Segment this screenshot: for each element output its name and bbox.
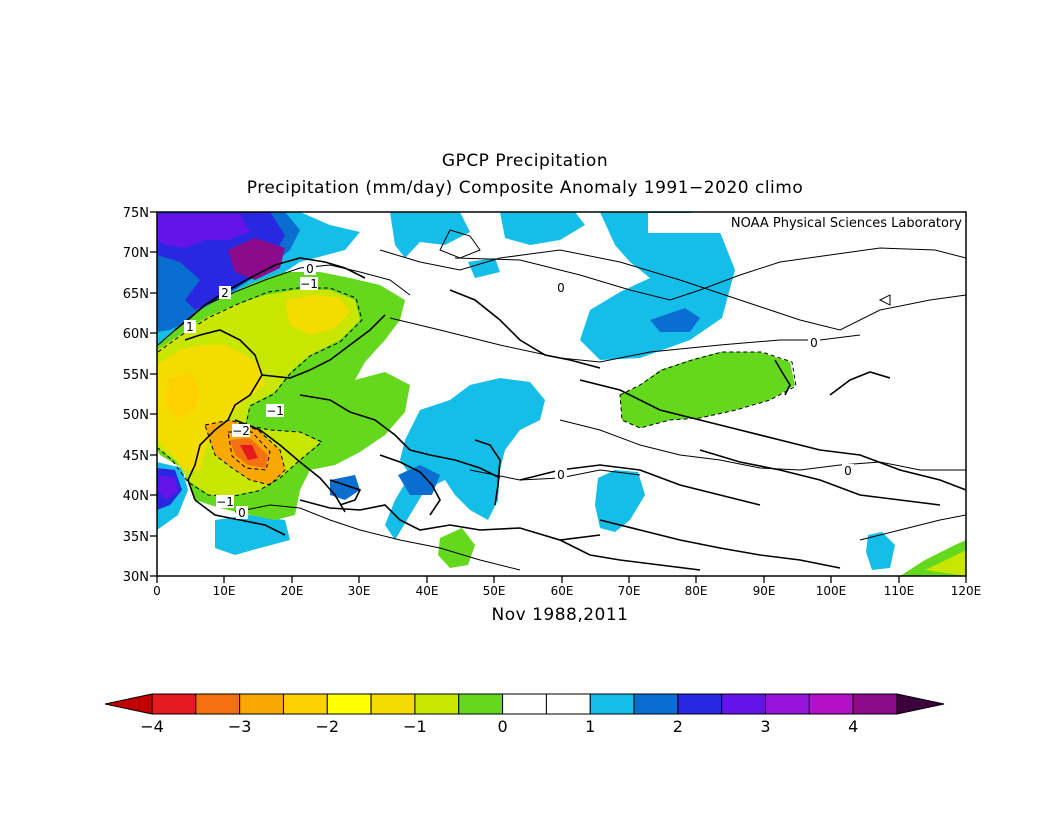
colorbar-swatch xyxy=(414,693,460,715)
period-label: Nov 1988,2011 xyxy=(491,605,629,625)
lat-label: 55N xyxy=(123,368,149,383)
colorbar-tick-label: 4 xyxy=(848,717,858,736)
dry-region-east-edge xyxy=(925,550,966,576)
dry-region-caucasus xyxy=(438,528,475,568)
longitude-labels: 0 10E 20E 30E 40E 50E 60E 70E 80E 90E 10… xyxy=(153,584,981,598)
lon-label: 10E xyxy=(213,584,236,598)
wet-region-norwegian-sea-max xyxy=(157,214,250,248)
lat-label: 45N xyxy=(123,449,149,464)
wet-region-barents xyxy=(390,212,470,258)
colorbar-swatch xyxy=(370,693,416,715)
lat-label: 30N xyxy=(123,570,149,585)
colorbar-swatch xyxy=(458,693,504,715)
colorbar-tick-label: 0 xyxy=(497,717,507,736)
contour-label: −1 xyxy=(216,495,234,509)
colorbar-swatch xyxy=(282,693,328,715)
colorbar-over-arrow xyxy=(896,693,945,715)
colorbar-swatch xyxy=(326,693,372,715)
lat-label: 60N xyxy=(123,327,149,342)
contour-label: −2 xyxy=(232,424,250,438)
contour-label: 1 xyxy=(186,320,194,334)
wet-region-norway-coast-max xyxy=(228,238,285,280)
lon-label: 0 xyxy=(153,584,161,598)
map-title: GPCP Precipitation xyxy=(441,151,609,171)
dry-region-alps-max xyxy=(240,445,258,460)
anomaly-field xyxy=(157,212,966,576)
colorbar-swatch xyxy=(151,693,197,715)
wet-region-north-strip xyxy=(468,258,500,278)
colorbar-swatch xyxy=(721,693,767,715)
lon-label: 110E xyxy=(884,584,915,598)
lat-label: 35N xyxy=(123,530,149,545)
lon-label: 80E xyxy=(685,584,708,598)
colorbar-tick-label: 3 xyxy=(760,717,770,736)
lat-label: 50N xyxy=(123,408,149,423)
dry-region-central-asia xyxy=(620,352,795,428)
lat-label: 75N xyxy=(123,206,149,221)
wet-region-mediterranean xyxy=(215,515,290,555)
latitude-labels: 75N 70N 65N 60N 55N 50N 45N 40N 35N 30N xyxy=(123,206,149,585)
contour-label: 0 xyxy=(557,281,565,295)
colorbar-swatch xyxy=(633,693,679,715)
colorbar-swatch xyxy=(545,693,591,715)
colorbar-swatch xyxy=(852,693,898,715)
lon-label: 60E xyxy=(551,584,574,598)
wet-region-iberia-max xyxy=(158,475,178,500)
colorbar: −4 −3 −2 −1 0 1 2 3 4 xyxy=(104,693,945,736)
colorbar-tick-label: −1 xyxy=(403,717,427,736)
wet-region-caspian-core xyxy=(398,465,440,495)
credit-label: NOAA Physical Sciences Laboratory xyxy=(731,216,962,231)
lon-label: 120E xyxy=(951,584,982,598)
contour-label: 0 xyxy=(810,336,818,350)
wet-region-siberia-north-core xyxy=(650,308,700,332)
contour-label: −1 xyxy=(266,404,284,418)
lon-label: 50E xyxy=(483,584,506,598)
contour-lines xyxy=(157,229,966,571)
lon-label: 100E xyxy=(816,584,847,598)
contour-label: 2 xyxy=(221,286,229,300)
lon-label: 70E xyxy=(618,584,641,598)
colorbar-swatch xyxy=(239,693,284,715)
colorbar-swatch xyxy=(502,693,547,715)
lon-label: 40E xyxy=(416,584,439,598)
colorbar-tick-label: −3 xyxy=(228,717,252,736)
colorbar-swatch xyxy=(677,693,723,715)
lon-label: 30E xyxy=(348,584,371,598)
wet-region-caspian xyxy=(385,378,545,540)
colorbar-tick-label: 1 xyxy=(585,717,595,736)
colorbar-tick-label: 2 xyxy=(673,717,683,736)
negative-contours xyxy=(157,287,797,497)
contour-value-labels: 0 −1 2 1 −1 −2 −1 0 0 0 0 0 xyxy=(184,262,854,520)
contour-label: 0 xyxy=(306,262,314,276)
wet-region-kara xyxy=(500,212,585,245)
colorbar-tick-label: −2 xyxy=(315,717,339,736)
dry-region-scandinavia xyxy=(285,295,350,335)
credit-box xyxy=(648,213,965,233)
map-subtitle: Precipitation (mm/day) Composite Anomaly… xyxy=(246,178,804,198)
wet-region-tibet xyxy=(866,532,895,570)
contour-label: 0 xyxy=(844,464,852,478)
colorbar-swatch xyxy=(195,693,241,715)
contour-label: 0 xyxy=(238,506,246,520)
colorbar-under-arrow xyxy=(104,693,153,715)
colorbar-swatch xyxy=(589,693,635,715)
colorbar-tick-label: −4 xyxy=(140,717,164,736)
contour-label: −1 xyxy=(300,277,318,291)
lat-label: 65N xyxy=(123,287,149,302)
dry-region-france xyxy=(165,372,200,418)
wet-region-iran xyxy=(595,470,645,532)
lon-label: 20E xyxy=(281,584,304,598)
wet-region-black-sea xyxy=(330,475,360,500)
colorbar-swatch xyxy=(808,693,854,715)
lat-label: 70N xyxy=(123,246,149,261)
axis-ticks xyxy=(150,211,967,583)
lon-label: 90E xyxy=(753,584,776,598)
contour-label: 0 xyxy=(557,468,565,482)
lat-label: 40N xyxy=(123,489,149,504)
colorbar-swatch xyxy=(765,693,810,715)
